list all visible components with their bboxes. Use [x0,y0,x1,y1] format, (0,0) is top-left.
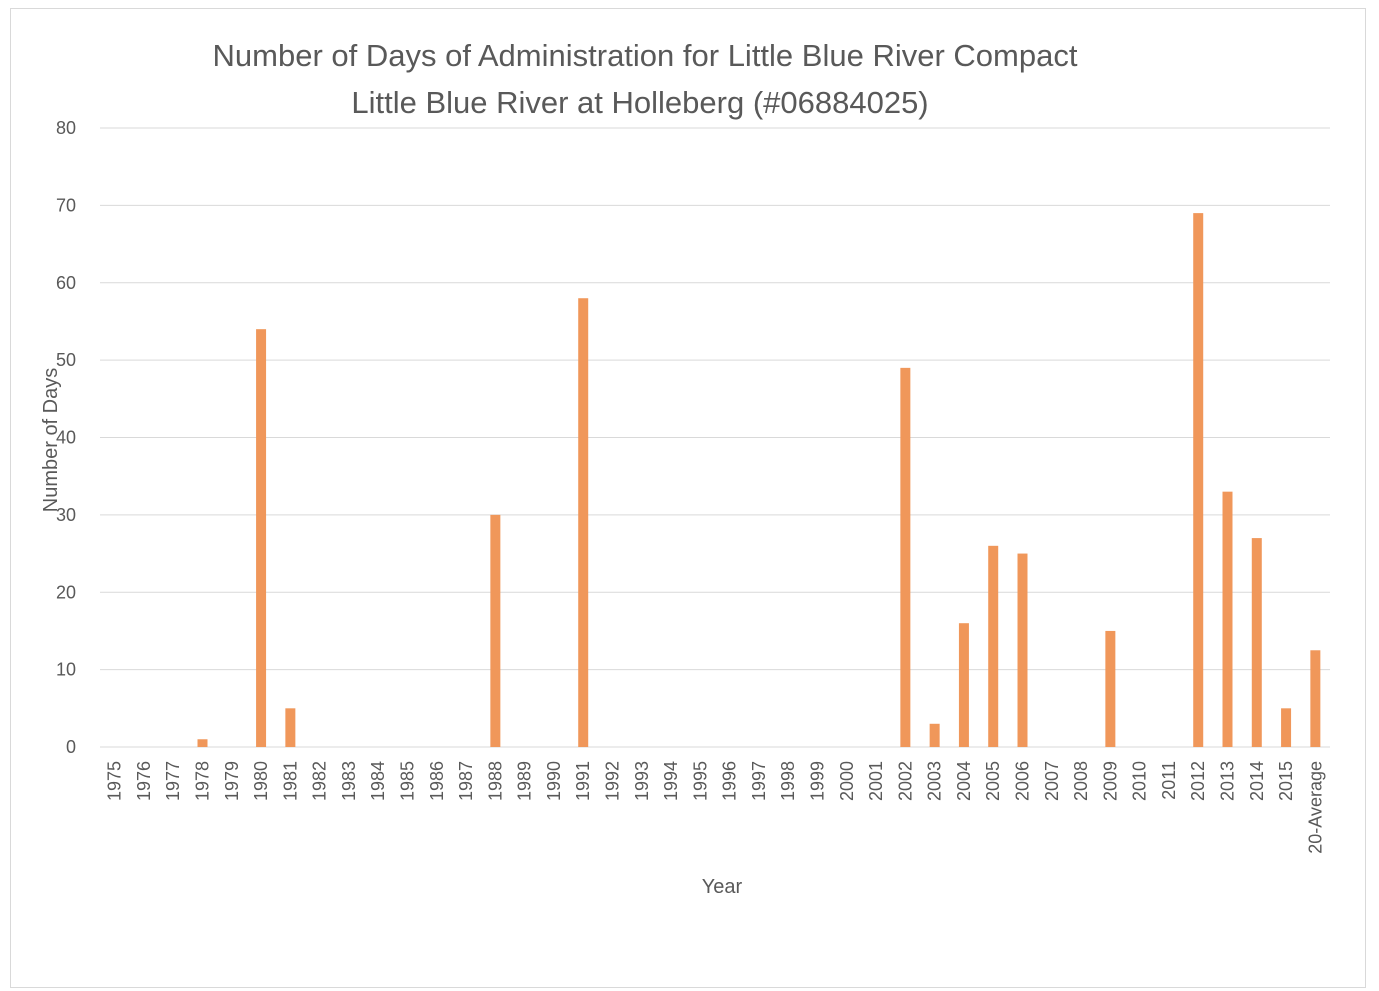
x-tick-label: 1986 [427,761,447,801]
bar-1980 [256,329,267,747]
bar-2004 [958,623,969,747]
x-tick-label: 1998 [778,761,798,801]
x-tick-label: 2007 [1042,761,1062,801]
bar-2014 [1251,538,1262,747]
x-tick-label: 1991 [573,761,593,801]
x-tick-label: 2015 [1276,761,1296,801]
y-axis-ticks: 0 10 20 30 40 50 60 70 80 [56,118,76,757]
y-tick-label: 80 [56,118,76,138]
x-tick-label: 1983 [339,761,359,801]
x-tick-label: 1977 [163,761,183,801]
x-tick-label: 1984 [368,761,388,801]
x-tick-label: 2009 [1100,761,1120,801]
bar-1988 [490,514,501,747]
x-tick-label: 1996 [720,761,740,801]
bar-2015 [1281,708,1292,747]
y-axis-label: Number of Days [40,368,62,513]
y-tick-label: 40 [56,428,76,448]
x-tick-label: 1993 [632,761,652,801]
bars [197,213,1321,748]
x-tick-label: 2013 [1218,761,1238,801]
x-tick-label: 1990 [544,761,564,801]
chart-frame [10,8,1366,988]
x-tick-label: 2008 [1071,761,1091,801]
bar-1981 [285,708,296,747]
bar-20-Average [1310,650,1321,747]
x-tick-label: 2002 [895,761,915,801]
chart-title: Number of Days of Administration for Lit… [213,38,1078,73]
bar-2005 [988,545,999,747]
x-tick-label: 1982 [310,761,330,801]
x-tick-label: 1975 [105,761,125,801]
x-tick-label: 20-Average [1305,761,1325,854]
x-tick-label: 2001 [866,761,886,801]
bar-2006 [1017,553,1028,747]
y-tick-label: 30 [56,505,76,525]
x-tick-label: 2000 [837,761,857,801]
x-tick-label: 2011 [1159,761,1179,800]
bar-2013 [1222,491,1233,747]
x-tick-label: 2005 [983,761,1003,801]
x-tick-label: 1987 [456,761,476,801]
x-tick-label: 2012 [1188,761,1208,801]
y-tick-label: 60 [56,273,76,293]
gridlines [100,127,1330,748]
x-tick-label: 2004 [954,761,974,801]
x-tick-label: 1978 [193,761,213,801]
bar-2002 [900,367,911,747]
x-tick-label: 1988 [485,761,505,801]
x-tick-label: 1979 [222,761,242,801]
x-tick-label: 2006 [1013,761,1033,801]
chart-subtitle: Little Blue River at Holleberg (#0688402… [351,85,928,120]
x-tick-label: 1976 [134,761,154,801]
bar-2009 [1105,630,1116,747]
y-tick-label: 10 [56,660,76,680]
bar-2003 [929,723,940,747]
y-tick-label: 0 [66,737,76,757]
bar-1991 [578,298,589,747]
x-tick-label: 1999 [808,761,828,801]
x-tick-label: 1995 [690,761,710,801]
x-axis-label: Year [702,876,743,898]
x-tick-label: 1980 [251,761,271,801]
x-axis-ticks: 1975 1976 1977 1978 1979 1980 1981 1982 1983 1984… [105,761,1326,854]
x-tick-label: 1985 [398,761,418,801]
y-tick-label: 20 [56,582,76,602]
bar-1978 [197,739,208,747]
x-tick-label: 2010 [1130,761,1150,801]
x-tick-label: 2014 [1247,761,1267,801]
x-tick-label: 1994 [661,761,681,801]
x-tick-label: 1997 [749,761,769,801]
x-tick-label: 2003 [925,761,945,801]
x-tick-label: 1992 [603,761,623,801]
y-tick-label: 70 [56,195,76,215]
y-tick-label: 50 [56,350,76,370]
bar-2012 [1193,213,1204,748]
x-tick-label: 1981 [280,761,300,801]
x-tick-label: 1989 [515,761,535,801]
